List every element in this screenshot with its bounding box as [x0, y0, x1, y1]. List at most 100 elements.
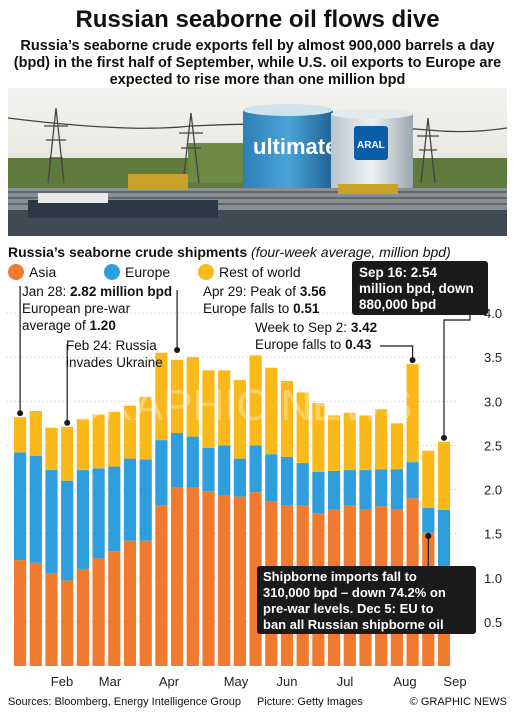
bar-europe	[14, 452, 27, 561]
bar-europe	[202, 448, 215, 492]
bar-rest	[375, 409, 388, 470]
bar-rest	[29, 410, 42, 456]
bar-rest	[218, 370, 231, 446]
annotation-apr29-line1: Apr 29: Peak of 3.56	[203, 284, 327, 299]
bar-europe	[92, 468, 105, 559]
annotation-leader	[380, 345, 414, 361]
bar-rest	[280, 380, 294, 457]
bar-europe	[406, 462, 419, 499]
bar-europe	[375, 469, 388, 507]
annotation-imports-box	[257, 566, 476, 634]
annotation-jan28-line2: European pre-war	[22, 301, 131, 316]
annotation-imports-line1: Shipborne imports fall to	[263, 569, 417, 584]
bar-europe	[45, 470, 58, 574]
y-tick-label: 2.0	[484, 483, 502, 498]
footer-picture: Picture: Getty Images	[257, 696, 363, 708]
bar-europe	[76, 470, 89, 569]
bar-rest	[45, 427, 58, 471]
annotation-jan28-line3: average of 1.20	[22, 318, 116, 333]
y-tick-label: 1.5	[484, 527, 502, 542]
footer-sources: Sources: Bloomberg, Energy Intelligence …	[8, 696, 241, 708]
x-month-label: Jul	[337, 674, 354, 689]
x-month-label: Mar	[99, 674, 122, 689]
legend-rest-swatch	[198, 264, 214, 280]
legend-asia-swatch	[8, 264, 24, 280]
bar-rest	[296, 392, 309, 464]
bar-rest	[343, 412, 356, 471]
bar-rest	[171, 359, 184, 434]
bar-rest	[14, 417, 27, 453]
bar-rest	[123, 405, 137, 459]
annotation-imports-line3: pre-war levels. Dec 5: EU to	[263, 601, 434, 616]
y-tick-label: 1.0	[484, 571, 502, 586]
legend-europe-swatch	[104, 264, 120, 280]
bar-rest	[61, 426, 74, 481]
annotation-sep16-line1: Sep 16: 2.54	[359, 265, 438, 280]
bar-europe	[186, 436, 199, 488]
bar-europe	[171, 433, 184, 488]
annotation-leader	[443, 315, 471, 438]
bar-europe	[218, 445, 231, 496]
bar-rest	[76, 418, 89, 471]
bar-rest	[265, 367, 278, 455]
annotation-marker	[174, 347, 181, 353]
legend-asia: Asia	[8, 264, 56, 280]
bar-rest	[359, 415, 372, 471]
x-month-label: Sep	[443, 674, 466, 689]
bar-rest	[92, 414, 105, 469]
infographic-subtitle: Russia’s seaborne crude exports fell by …	[13, 38, 502, 88]
bar-asia	[186, 487, 199, 666]
annotation-marker	[64, 419, 71, 426]
annotation-marker	[17, 410, 24, 417]
bar-rest	[139, 396, 152, 460]
tank-sign-aral: ARAL	[357, 140, 385, 151]
bar-rest	[186, 357, 199, 437]
bar-europe	[437, 509, 451, 574]
bar-asia	[139, 540, 152, 666]
y-tick-label: 2.5	[484, 438, 502, 453]
bar-asia	[61, 580, 74, 666]
bar-asia	[14, 560, 27, 666]
annotation-marker	[441, 434, 447, 441]
annotation-jan28-line1: Jan 28: 2.82 million bpd	[22, 284, 172, 299]
bar-europe	[233, 458, 246, 497]
bar-asia	[92, 558, 105, 666]
annotation-feb24-line1: Feb 24: Russia	[66, 338, 157, 353]
legend-rest-of-world: Rest of world	[198, 264, 301, 280]
bar-asia	[45, 573, 58, 666]
y-tick-label: 3.0	[484, 394, 502, 409]
annotation-sep16-box	[352, 261, 488, 315]
annotation-marker	[409, 357, 416, 364]
annotation-apr29-line2: Europe falls to 0.51	[203, 301, 320, 316]
bar-europe	[390, 469, 403, 510]
bar-europe	[343, 470, 356, 506]
annotation-imports-line4: ban all Russian shipborne oil	[263, 617, 444, 632]
footer-credit: © GRAPHIC NEWS	[409, 696, 507, 708]
bar-asia	[202, 491, 215, 666]
bar-europe	[422, 508, 435, 533]
chart-title: Russia’s seaborne crude shipments (four-…	[8, 244, 451, 260]
bar-rest	[328, 415, 341, 471]
bar-rest	[422, 450, 435, 509]
bar-asia	[155, 505, 168, 666]
tank-sign-ultimate: ultimate	[253, 134, 337, 159]
bar-rest	[312, 403, 325, 472]
chart-unit: (four-week average, million bpd)	[251, 244, 451, 260]
bar-europe	[280, 456, 294, 506]
x-month-label: Feb	[51, 674, 73, 689]
x-month-label: Apr	[159, 674, 180, 689]
bar-rest	[406, 364, 419, 463]
bar-europe	[139, 459, 152, 541]
annotation-sep16-line3: 880,000 bpd	[359, 297, 436, 312]
bar-europe	[359, 470, 372, 510]
annotation-sep16-line2: million bpd, down	[359, 281, 474, 296]
bar-asia	[76, 568, 89, 666]
bar-asia	[29, 562, 42, 666]
annotation-feb24-line2: invades Ukraine	[66, 355, 163, 370]
bar-europe	[61, 480, 74, 581]
y-tick-label: 0.5	[484, 615, 502, 630]
bar-asia	[218, 495, 231, 666]
bar-rest	[390, 423, 403, 470]
bar-europe	[328, 470, 341, 510]
